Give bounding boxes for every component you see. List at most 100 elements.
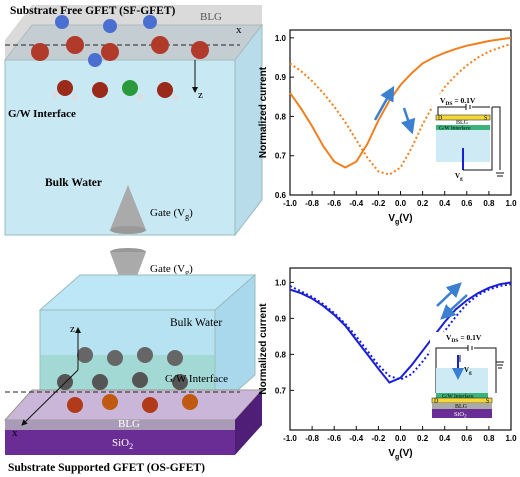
gate-cone <box>110 185 146 230</box>
substrate-text: SiO <box>454 411 464 418</box>
y-tick-label: 0.8 <box>275 350 287 359</box>
x-tick-label: 0.2 <box>417 199 429 208</box>
sio2-front <box>5 430 235 455</box>
substrate-sub: 2 <box>129 442 133 451</box>
x-tick-label: 0.6 <box>461 199 473 208</box>
layer-label: BLG <box>118 418 140 430</box>
x-axis-label-main: V <box>388 213 395 224</box>
x-tick-label: -0.6 <box>327 199 341 208</box>
top-diagram: x z Substrate Free GFET (SF-GFET) BLG G/… <box>3 5 264 237</box>
x-axis-label: Vg(V) <box>388 213 412 226</box>
x-tick-label: 0.4 <box>439 199 451 208</box>
x-axis-label-rest: (V) <box>399 448 412 459</box>
y-tick-label: 0.8 <box>275 112 287 121</box>
source-label: S <box>486 399 489 405</box>
gate-sub: g <box>460 177 463 182</box>
gate-label: Gate (Vg) <box>150 207 193 221</box>
x-axis-label: Vg(V) <box>388 448 412 461</box>
bottom-diagram: Gate (Vg) z x Bulk Water G/W Interface B… <box>3 248 264 474</box>
interface-label: G/W Interface <box>165 373 228 385</box>
substrate-sub: 2 <box>464 415 467 420</box>
drain-label: D <box>434 399 439 405</box>
gate-text: Gate (V <box>150 207 185 219</box>
gate-label: Gate (Vg) <box>150 263 193 277</box>
x-tick-label: -0.6 <box>327 434 341 443</box>
x-tick-label: -0.2 <box>372 434 386 443</box>
x-tick-label: -1.0 <box>283 434 297 443</box>
gate-sub: g <box>185 268 189 277</box>
vds-rest: = 0.1V <box>458 333 481 342</box>
drain-label: D <box>438 116 443 122</box>
x-axis-label-main: V <box>388 448 395 459</box>
y-tick-label: 1.0 <box>275 278 287 287</box>
molecules <box>31 15 209 100</box>
x-axis-label-sub: g <box>395 219 399 226</box>
inset-bottom: VDS = 0.1V Vg G/W Interface D S BLG SiO2 <box>430 332 508 420</box>
blg-front <box>5 420 235 430</box>
gate-text: V <box>455 172 460 180</box>
x-tick-label: 0.6 <box>461 434 473 443</box>
vds-text: V <box>446 333 452 342</box>
x-tick-label: -1.0 <box>283 199 297 208</box>
bulk-label: Bulk Water <box>45 177 102 189</box>
x-tick-label: -0.2 <box>372 199 386 208</box>
x-tick-label: 0.0 <box>395 199 407 208</box>
y-tick-label: 0.9 <box>275 73 287 82</box>
interface-label: G/W Interface <box>439 125 471 132</box>
axis-x-label: x <box>12 427 18 439</box>
diagram-title: Substrate Free GFET (SF-GFET) <box>10 5 176 17</box>
y-tick-label: 0.9 <box>275 314 287 323</box>
x-tick-label: 0.4 <box>439 434 451 443</box>
substrate-label: SiO2 <box>454 411 467 420</box>
chart-bottom: -1.0 -0.8 -0.6 -0.4 -0.2 0.0 0.2 0.4 0.6 0.8 1.0 0.… <box>258 267 517 461</box>
vds-label: VDS = 0.1V <box>446 333 482 344</box>
data-line <box>289 42 512 176</box>
y-axis-label: Normalized current <box>258 66 269 158</box>
chart-top: -1.0 -0.8 -0.6 -0.4 -0.2 0.0 0.2 0.4 0.6 0.8 1.0 0.… <box>258 29 517 226</box>
axis-z-label: z <box>70 323 75 335</box>
sio2-side <box>235 390 262 455</box>
y-tick-label: 1.0 <box>275 34 287 43</box>
y-axis-label: Normalized current <box>258 303 269 395</box>
substrate-label: SiO2 <box>112 437 133 451</box>
gate-sub: g <box>469 371 472 376</box>
gate-rest: ) <box>189 207 193 219</box>
gate-sub: g <box>185 212 189 221</box>
x-tick-label: -0.4 <box>349 434 363 443</box>
blg-top <box>3 389 264 421</box>
data-line <box>289 281 512 384</box>
x-tick-label: -0.8 <box>305 199 319 208</box>
x-tick-label: 0.8 <box>483 434 495 443</box>
layer-label: BLG <box>200 11 222 23</box>
substrate-text: SiO <box>112 437 129 449</box>
gate-text: Gate (V <box>150 263 185 275</box>
vds-text: V <box>440 96 446 105</box>
x-tick-label: 1.0 <box>505 434 517 443</box>
vds-sub: DS <box>445 101 452 107</box>
gate-rest: ) <box>189 263 193 275</box>
inset-top: VDS = 0.1V D S BLG G/W Interface Vg <box>432 94 506 184</box>
x-tick-label: 1.0 <box>505 199 517 208</box>
bulk-label: Bulk Water <box>170 317 222 329</box>
y-tick-label: 0.6 <box>275 191 287 200</box>
gate-text: V <box>464 366 469 374</box>
source-label: S <box>484 116 487 122</box>
sweep-arrows <box>373 85 468 320</box>
vds-label: VDS = 0.1V <box>440 96 476 107</box>
x-tick-label: 0.0 <box>395 434 407 443</box>
x-axis-arrow <box>21 369 79 426</box>
y-tick-label: 0.7 <box>275 152 287 161</box>
layer-label: BLG <box>455 404 468 410</box>
gate-cone-base <box>110 226 146 234</box>
layer-label: BLG <box>456 120 469 126</box>
x-tick-label: 0.2 <box>417 434 429 443</box>
x-tick-label: -0.4 <box>349 199 363 208</box>
axis-z-label: z <box>198 89 203 101</box>
diagram-title: Substrate Supported GFET (OS-GFET) <box>8 462 205 474</box>
x-tick-label: 0.8 <box>483 199 495 208</box>
x-axis-label-sub: g <box>395 454 399 461</box>
x-tick-label: -0.8 <box>305 434 319 443</box>
x-axis-label-rest: (V) <box>399 213 412 224</box>
gate-label: Vg <box>464 366 472 376</box>
